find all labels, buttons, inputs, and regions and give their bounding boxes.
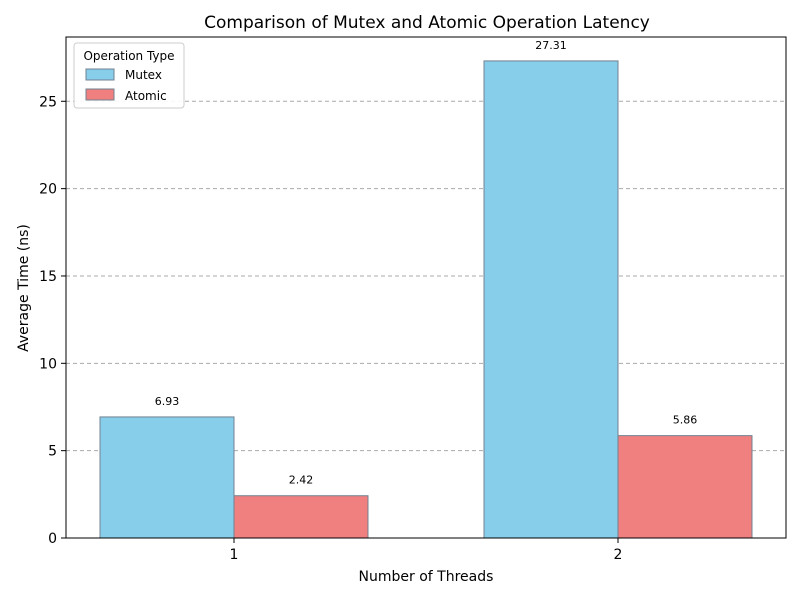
y-axis-ticks: 0 5 10 15 20 25 bbox=[39, 94, 66, 547]
plot-frame bbox=[65, 36, 787, 539]
y-tick-label: 20 bbox=[39, 182, 57, 198]
x-axis-label: Number of Threads bbox=[359, 569, 494, 585]
y-tick-label: 15 bbox=[39, 269, 57, 285]
y-tick-label: 25 bbox=[39, 94, 57, 110]
x-tick-label: 2 bbox=[614, 547, 623, 563]
bar-mutex-1 bbox=[99, 416, 235, 539]
legend: Operation Type Mutex Atomic bbox=[73, 42, 185, 109]
y-tick-label: 0 bbox=[48, 531, 57, 547]
x-tick-label: 1 bbox=[230, 547, 239, 563]
bar-mutex-2 bbox=[483, 60, 619, 539]
legend-label-atomic: Atomic bbox=[125, 89, 167, 103]
legend-swatch-atomic bbox=[85, 88, 115, 101]
bars bbox=[99, 60, 753, 539]
data-label-atomic-2: 5.86 bbox=[673, 414, 698, 427]
bar-atomic-2 bbox=[617, 435, 753, 539]
legend-swatch-mutex bbox=[85, 68, 115, 81]
data-label-atomic-1: 2.42 bbox=[289, 474, 314, 487]
y-axis-label: Average Time (ns) bbox=[16, 224, 32, 352]
data-labels: 6.93 2.42 27.31 5.86 bbox=[155, 39, 698, 487]
y-tick-label: 5 bbox=[48, 444, 57, 460]
data-label-mutex-1: 6.93 bbox=[155, 395, 180, 408]
chart-title: Comparison of Mutex and Atomic Operation… bbox=[204, 13, 650, 33]
legend-title: Operation Type bbox=[83, 49, 174, 63]
y-tick-label: 10 bbox=[39, 356, 57, 372]
legend-label-mutex: Mutex bbox=[125, 68, 162, 82]
data-label-mutex-2: 27.31 bbox=[535, 39, 567, 52]
bar-atomic-1 bbox=[233, 495, 369, 539]
